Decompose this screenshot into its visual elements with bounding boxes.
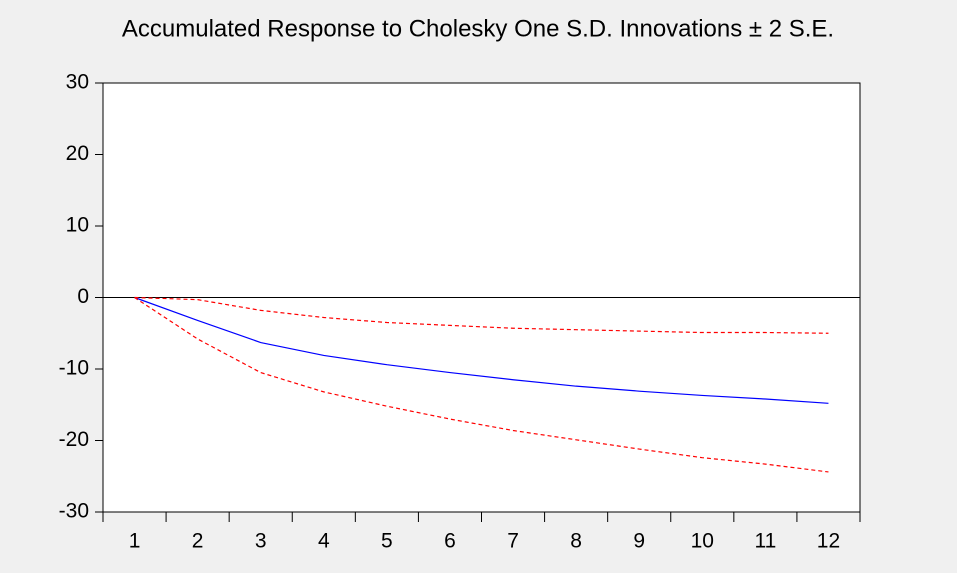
series-line — [134, 296, 829, 473]
x-tick-label: 11 — [754, 530, 776, 553]
y-tick-label: 0 — [77, 285, 89, 308]
chart-title: Accumulated Response to Cholesky One S.D… — [122, 15, 834, 42]
x-tick-label: 9 — [633, 530, 645, 553]
x-tick-label: 5 — [381, 530, 393, 553]
x-tick-label: 6 — [444, 530, 456, 553]
y-tick-label: 20 — [66, 142, 89, 165]
x-tick-label: 3 — [255, 530, 267, 553]
y-tick-label: -10 — [59, 357, 89, 380]
x-tick-label: 8 — [570, 530, 582, 553]
y-tick-label: 10 — [66, 214, 89, 237]
y-tick-label: -30 — [59, 500, 89, 523]
x-tick-label: 7 — [507, 530, 519, 553]
x-tick-label: 1 — [129, 530, 141, 553]
series-line — [134, 296, 829, 404]
y-tick-label: -20 — [59, 428, 89, 451]
x-tick-label: 2 — [192, 530, 204, 553]
x-tick-label: 12 — [817, 530, 840, 553]
x-tick-label: 10 — [691, 530, 714, 553]
x-tick-label: 4 — [318, 530, 330, 553]
y-tick-label: 30 — [66, 71, 89, 94]
